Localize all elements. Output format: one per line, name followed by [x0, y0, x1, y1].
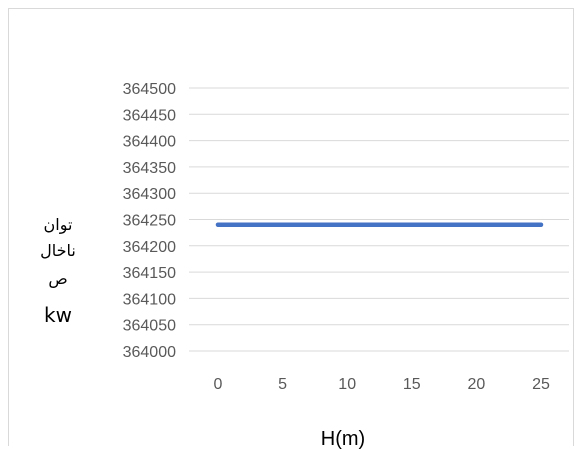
y-axis-label-line-4: kw [44, 303, 72, 327]
x-tick-label: 15 [403, 376, 421, 393]
y-tick-label: 364500 [123, 81, 176, 98]
y-axis-label-line-3: ص [48, 269, 67, 289]
y-tick-label: 364050 [123, 318, 176, 335]
y-tick-label: 364200 [123, 239, 176, 256]
y-tick-label: 364400 [123, 134, 176, 151]
y-tick-label: 364100 [123, 291, 176, 308]
x-axis-label: H(m) [321, 428, 365, 450]
y-tick-label: 364000 [123, 344, 176, 361]
y-tick-label: 364250 [123, 213, 176, 230]
x-tick-label: 20 [468, 376, 486, 393]
x-tick-label: 10 [338, 376, 356, 393]
y-tick-label: 364450 [123, 107, 176, 124]
y-tick-label: 364350 [123, 160, 176, 177]
y-axis-label-line-2: ناخال [40, 241, 76, 260]
x-tick-label: 0 [214, 376, 223, 393]
y-tick-label: 364300 [123, 186, 176, 203]
x-tick-label: 25 [532, 376, 550, 393]
gridlines [189, 87, 569, 352]
y-tick-labels: 364000 364050 364100 364150 364200 364250 3643… [123, 81, 176, 361]
x-tick-label: 5 [278, 376, 287, 393]
y-axis-label: توان ناخال ص kw [40, 215, 76, 327]
y-axis-label-line-1: توان [44, 215, 73, 235]
chart-frame [8, 8, 574, 446]
y-tick-label: 364150 [123, 265, 176, 282]
x-tick-labels: 0 5 10 15 20 25 [214, 376, 550, 393]
